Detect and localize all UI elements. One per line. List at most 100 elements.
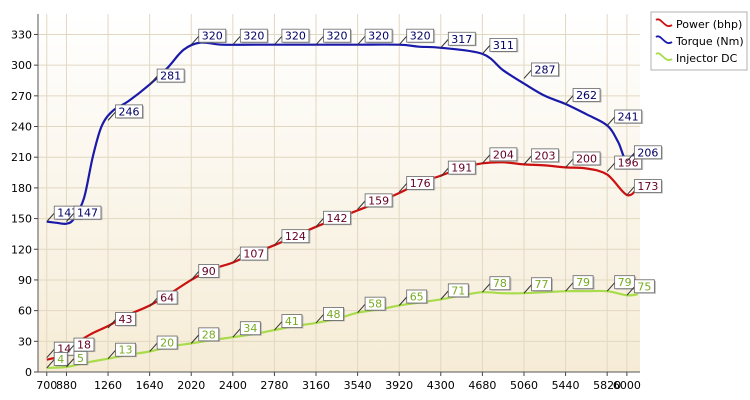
label-leader bbox=[482, 282, 491, 293]
x-tick-label: 5060 bbox=[510, 379, 538, 392]
label-box bbox=[447, 160, 476, 175]
label-leader bbox=[565, 94, 574, 105]
data-label: 79 bbox=[606, 275, 637, 292]
legend-swatch bbox=[655, 52, 673, 61]
y-tick-label: 330 bbox=[11, 28, 32, 41]
data-label: 281 bbox=[149, 68, 186, 85]
data-label-text: 20 bbox=[160, 337, 174, 350]
label-leader bbox=[523, 155, 533, 165]
label-box bbox=[364, 193, 393, 208]
y-tick-label: 180 bbox=[11, 182, 32, 195]
label-box bbox=[281, 28, 310, 43]
data-label-text: 71 bbox=[451, 284, 465, 297]
label-leader bbox=[626, 185, 636, 196]
data-label: 13 bbox=[107, 342, 138, 360]
label-box bbox=[572, 151, 601, 166]
label-box bbox=[633, 145, 662, 160]
legend-item-injector-dc: Injector DC bbox=[655, 52, 738, 65]
data-label: 204 bbox=[482, 147, 519, 164]
x-tick-label: 4300 bbox=[427, 379, 455, 392]
x-tick-label: 3160 bbox=[302, 379, 330, 392]
data-label: 176 bbox=[398, 176, 436, 193]
data-label: 191 bbox=[440, 160, 477, 177]
data-label: 28 bbox=[190, 327, 221, 344]
data-label-text: 58 bbox=[368, 298, 382, 311]
data-label: 262 bbox=[565, 88, 602, 105]
data-label-text: 320 bbox=[202, 30, 223, 43]
series-line-injector-dc bbox=[46, 289, 638, 369]
data-label-text: 203 bbox=[534, 149, 555, 162]
data-label-text: 65 bbox=[410, 291, 424, 304]
data-label-text: 196 bbox=[618, 157, 639, 170]
label-leader bbox=[626, 285, 636, 296]
data-label-text: 28 bbox=[202, 328, 216, 341]
data-label: 71 bbox=[440, 283, 470, 300]
data-label: 246 bbox=[107, 104, 145, 121]
label-leader bbox=[190, 334, 200, 344]
data-label-text: 78 bbox=[493, 277, 507, 290]
data-label: 311 bbox=[482, 37, 519, 55]
label-leader bbox=[149, 297, 159, 307]
data-label: 34 bbox=[232, 321, 262, 338]
label-box bbox=[364, 28, 393, 43]
label-box bbox=[406, 28, 435, 43]
x-tick-label: 1640 bbox=[136, 379, 164, 392]
data-label: 65 bbox=[398, 289, 429, 306]
label-box bbox=[406, 176, 435, 190]
data-label-text: 142 bbox=[327, 212, 348, 225]
data-label: 41 bbox=[274, 314, 304, 331]
data-label: 18 bbox=[66, 337, 96, 354]
legend: Power (bhp) Torque (Nm) Injector DC bbox=[650, 11, 748, 71]
label-box bbox=[633, 179, 662, 193]
label-leader bbox=[523, 69, 533, 79]
label-leader bbox=[232, 35, 242, 46]
label-box bbox=[281, 229, 310, 244]
data-label: 206 bbox=[626, 145, 663, 162]
x-tick-label: 3540 bbox=[344, 379, 372, 392]
x-tick-label: 4680 bbox=[468, 379, 496, 392]
label-leader bbox=[398, 182, 408, 193]
data-label: 147 bbox=[66, 205, 103, 222]
data-label-text: 206 bbox=[637, 146, 658, 159]
legend-item-torque-nm: Torque (Nm) bbox=[655, 35, 744, 48]
data-label-text: 173 bbox=[637, 180, 658, 193]
label-box bbox=[489, 147, 518, 162]
legend-label: Torque (Nm) bbox=[675, 35, 744, 48]
data-label: 5 bbox=[66, 350, 89, 368]
label-leader bbox=[232, 253, 242, 263]
data-label: 64 bbox=[149, 290, 179, 307]
label-box bbox=[531, 148, 559, 163]
data-label-text: 4 bbox=[57, 353, 64, 366]
data-label-text: 79 bbox=[618, 276, 632, 289]
label-leader bbox=[46, 358, 56, 369]
legend-item-power-bhp: Power (bhp) bbox=[655, 18, 742, 31]
data-label: 159 bbox=[357, 193, 394, 210]
label-box bbox=[614, 155, 643, 170]
legend-swatch bbox=[655, 18, 673, 27]
data-label: 20 bbox=[149, 335, 179, 352]
data-label-text: 159 bbox=[368, 194, 389, 207]
label-box bbox=[323, 210, 351, 225]
data-label-text: 204 bbox=[493, 148, 514, 161]
data-label: 320 bbox=[315, 28, 353, 46]
label-leader bbox=[440, 38, 450, 49]
label-box bbox=[73, 350, 88, 365]
data-label: 320 bbox=[274, 28, 311, 46]
y-tick-label: 300 bbox=[11, 59, 32, 72]
x-tick-label: 1260 bbox=[94, 379, 122, 392]
label-leader bbox=[357, 200, 366, 210]
label-box bbox=[156, 68, 185, 83]
label-leader bbox=[482, 154, 491, 164]
label-leader bbox=[274, 235, 283, 246]
data-label: 200 bbox=[565, 151, 602, 168]
label-box bbox=[406, 289, 428, 304]
data-label-text: 320 bbox=[327, 30, 348, 43]
label-leader bbox=[46, 348, 56, 359]
label-box bbox=[323, 307, 344, 321]
label-leader bbox=[107, 349, 117, 360]
legend-label: Injector DC bbox=[676, 52, 738, 65]
label-leader bbox=[315, 313, 325, 324]
label-leader bbox=[440, 290, 450, 300]
data-label-text: 79 bbox=[576, 276, 590, 289]
